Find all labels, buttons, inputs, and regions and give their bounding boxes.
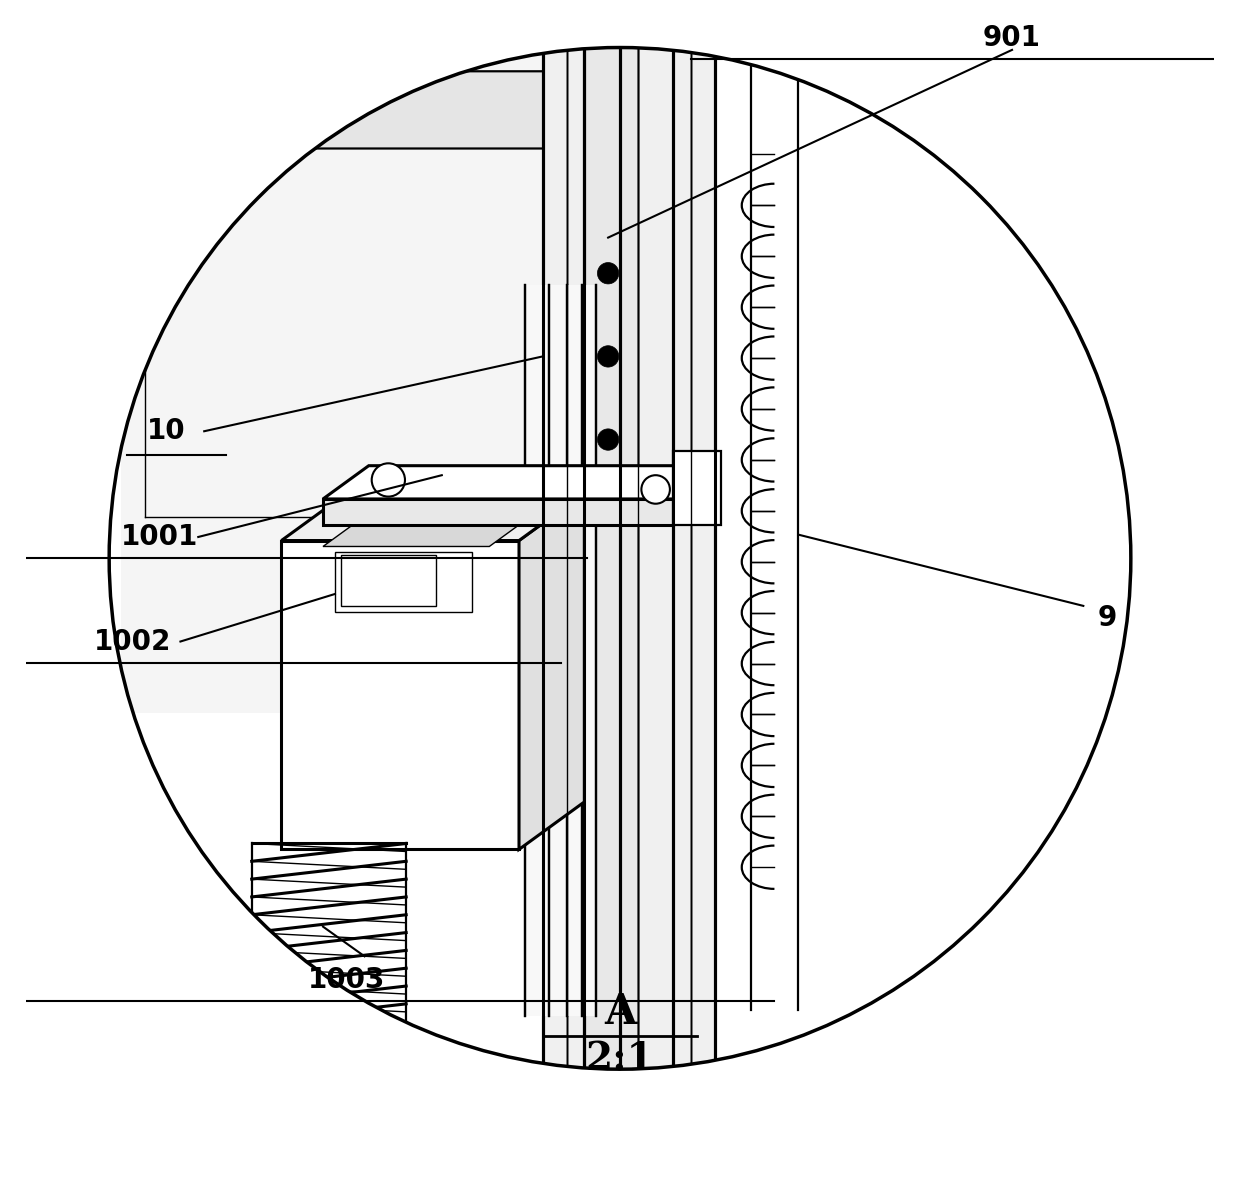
Polygon shape	[341, 555, 436, 606]
Circle shape	[641, 475, 670, 504]
Polygon shape	[673, 451, 720, 525]
Circle shape	[598, 263, 619, 284]
Text: 9: 9	[1097, 604, 1117, 632]
Polygon shape	[322, 466, 719, 499]
Circle shape	[372, 463, 405, 497]
Polygon shape	[637, 36, 715, 1093]
Polygon shape	[145, 71, 656, 148]
Circle shape	[311, 1031, 335, 1055]
Text: 901: 901	[983, 24, 1040, 52]
Polygon shape	[543, 36, 584, 1093]
Polygon shape	[525, 285, 596, 1016]
Polygon shape	[145, 36, 543, 517]
Polygon shape	[322, 499, 673, 525]
Polygon shape	[122, 36, 543, 713]
Text: A: A	[604, 991, 636, 1034]
Polygon shape	[335, 552, 471, 612]
Circle shape	[598, 429, 619, 450]
Polygon shape	[584, 36, 650, 1093]
Text: 1001: 1001	[120, 523, 197, 551]
Text: 2:1: 2:1	[585, 1041, 655, 1079]
Circle shape	[598, 346, 619, 367]
Text: 10: 10	[146, 417, 186, 446]
Polygon shape	[520, 493, 584, 849]
Polygon shape	[322, 520, 526, 546]
Circle shape	[109, 48, 1131, 1069]
Text: 1003: 1003	[308, 966, 386, 994]
Polygon shape	[281, 541, 520, 849]
Circle shape	[598, 500, 619, 522]
Polygon shape	[281, 493, 584, 541]
Text: 1002: 1002	[94, 627, 171, 656]
